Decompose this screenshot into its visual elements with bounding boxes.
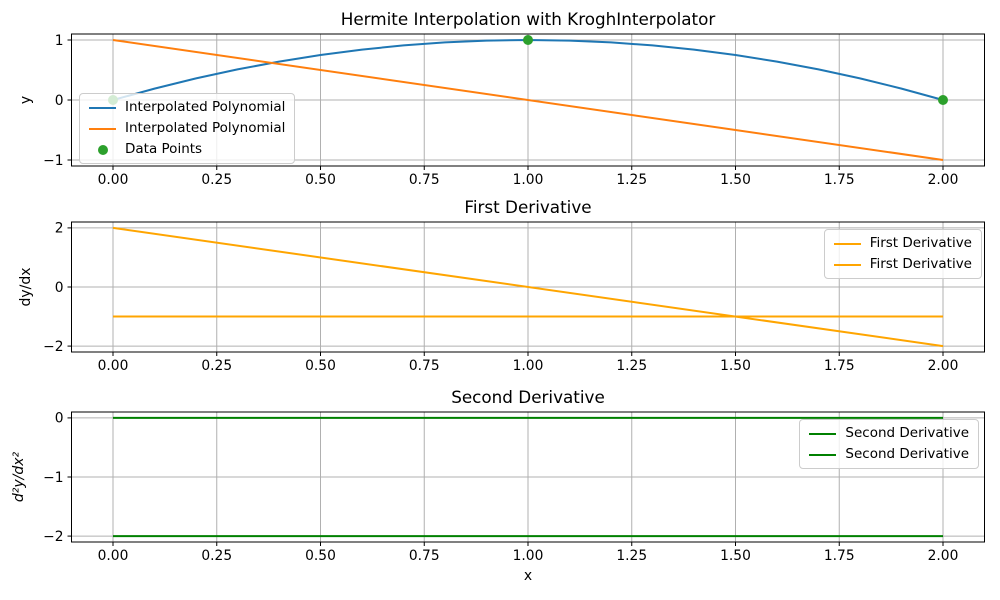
y-tick-label: −2 bbox=[43, 339, 63, 355]
x-tick-label: 0.75 bbox=[409, 172, 440, 188]
x-tick-label: 1.75 bbox=[824, 358, 855, 374]
subplot-first-derivative: 0.00 0.25 0.50 0.75 1.00 1.25 1.50 1.75 2.00 2 0 −2… bbox=[18, 197, 985, 374]
x-tick-label: 1.25 bbox=[616, 172, 647, 188]
legend-entry: Second Derivative bbox=[809, 423, 969, 444]
x-axis-label: x bbox=[524, 568, 532, 584]
subplot-title: Second Derivative bbox=[451, 387, 605, 407]
y-axis-label: d²y/dx² bbox=[11, 451, 27, 502]
legend-line-sample bbox=[89, 127, 116, 130]
subplot-title: Hermite Interpolation with KroghInterpol… bbox=[341, 9, 716, 29]
x-tick-label: 0.25 bbox=[201, 172, 232, 188]
y-axis-label: dy/dx bbox=[18, 267, 34, 306]
y-tick-label: 0 bbox=[55, 93, 64, 109]
line-icon bbox=[89, 106, 116, 109]
x-tick-label: 1.50 bbox=[720, 358, 751, 374]
legend-entry: Second Derivative bbox=[809, 444, 969, 465]
x-tick-label: 0.75 bbox=[409, 548, 440, 564]
legend-entry: Interpolated Polynomial bbox=[89, 97, 285, 118]
x-tick-label: 0.00 bbox=[98, 548, 129, 564]
legend-line-sample bbox=[809, 432, 837, 435]
line-icon bbox=[809, 453, 837, 456]
y-tick-label: 0 bbox=[55, 411, 64, 427]
x-tick-label: 1.00 bbox=[513, 358, 544, 374]
x-tick-label: 1.00 bbox=[513, 172, 544, 188]
legend-first-derivative: First Derivative First Derivative bbox=[823, 229, 982, 279]
legend-label: Data Points bbox=[125, 140, 203, 157]
x-tick-label: 0.50 bbox=[305, 358, 336, 374]
legend-entry: First Derivative bbox=[833, 233, 972, 254]
legend-label: First Derivative bbox=[869, 255, 972, 272]
line-icon bbox=[809, 432, 837, 435]
x-tick-label: 0.75 bbox=[409, 358, 440, 374]
legend-entry: First Derivative bbox=[833, 254, 972, 275]
legend-hermite-interpolation-with-kroghinterpolator: Interpolated Polynomial Interpolated Poly… bbox=[79, 93, 296, 164]
legend-entry: Interpolated Polynomial bbox=[89, 118, 285, 139]
legend-label: Interpolated Polynomial bbox=[125, 98, 286, 115]
legend-line-sample bbox=[833, 263, 861, 266]
legend-line-sample bbox=[89, 106, 116, 109]
data-point-marker bbox=[523, 35, 533, 45]
x-tick-label: 0.00 bbox=[98, 172, 129, 188]
line-icon bbox=[89, 127, 116, 130]
series-line-first-derivative bbox=[112, 226, 944, 348]
legend-label: Second Derivative bbox=[845, 424, 969, 441]
legend-line-sample bbox=[809, 453, 837, 456]
x-tick-label: 0.00 bbox=[98, 358, 129, 374]
legend-label: Second Derivative bbox=[845, 445, 969, 462]
x-tick-label: 0.25 bbox=[201, 358, 232, 374]
x-tick-label: 2.00 bbox=[928, 172, 959, 188]
y-tick-label: −1 bbox=[43, 470, 63, 486]
legend-second-derivative: Second Derivative Second Derivative bbox=[799, 419, 979, 469]
x-tick-label: 2.00 bbox=[928, 548, 959, 564]
x-tick-label: 1.50 bbox=[720, 172, 751, 188]
x-tick-label: 1.75 bbox=[824, 172, 855, 188]
legend-marker-sample bbox=[89, 144, 116, 155]
y-axis-label: y bbox=[18, 96, 34, 104]
x-tick-label: 2.00 bbox=[928, 358, 959, 374]
y-tick-label: 0 bbox=[55, 280, 64, 296]
legend-label: First Derivative bbox=[869, 234, 972, 251]
y-tick-label: −2 bbox=[43, 529, 63, 545]
legend-label: Interpolated Polynomial bbox=[125, 119, 286, 136]
y-tick-label: 1 bbox=[55, 33, 64, 49]
x-tick-label: 1.25 bbox=[616, 358, 647, 374]
x-tick-label: 0.50 bbox=[305, 548, 336, 564]
x-tick-label: 1.75 bbox=[824, 548, 855, 564]
line-icon bbox=[833, 263, 861, 266]
series-line-interpolated-polynomial bbox=[112, 39, 944, 161]
x-tick-label: 1.25 bbox=[616, 548, 647, 564]
x-tick-label: 0.25 bbox=[201, 548, 232, 564]
legend-line-sample bbox=[833, 242, 861, 245]
subplot-title: First Derivative bbox=[464, 197, 591, 217]
line-icon bbox=[833, 242, 861, 245]
subplot-second-derivative: 0.00 0.25 0.50 0.75 1.00 1.25 1.50 1.75 2.00 0 −1 −… bbox=[11, 387, 985, 584]
x-tick-label: 1.00 bbox=[513, 548, 544, 564]
y-tick-label: −1 bbox=[43, 153, 63, 169]
dot-icon bbox=[97, 144, 108, 155]
legend-entry: Data Points bbox=[89, 139, 285, 160]
x-tick-label: 0.50 bbox=[305, 172, 336, 188]
y-tick-label: 2 bbox=[55, 221, 64, 237]
data-point-marker bbox=[938, 95, 948, 105]
x-tick-label: 1.50 bbox=[720, 548, 751, 564]
